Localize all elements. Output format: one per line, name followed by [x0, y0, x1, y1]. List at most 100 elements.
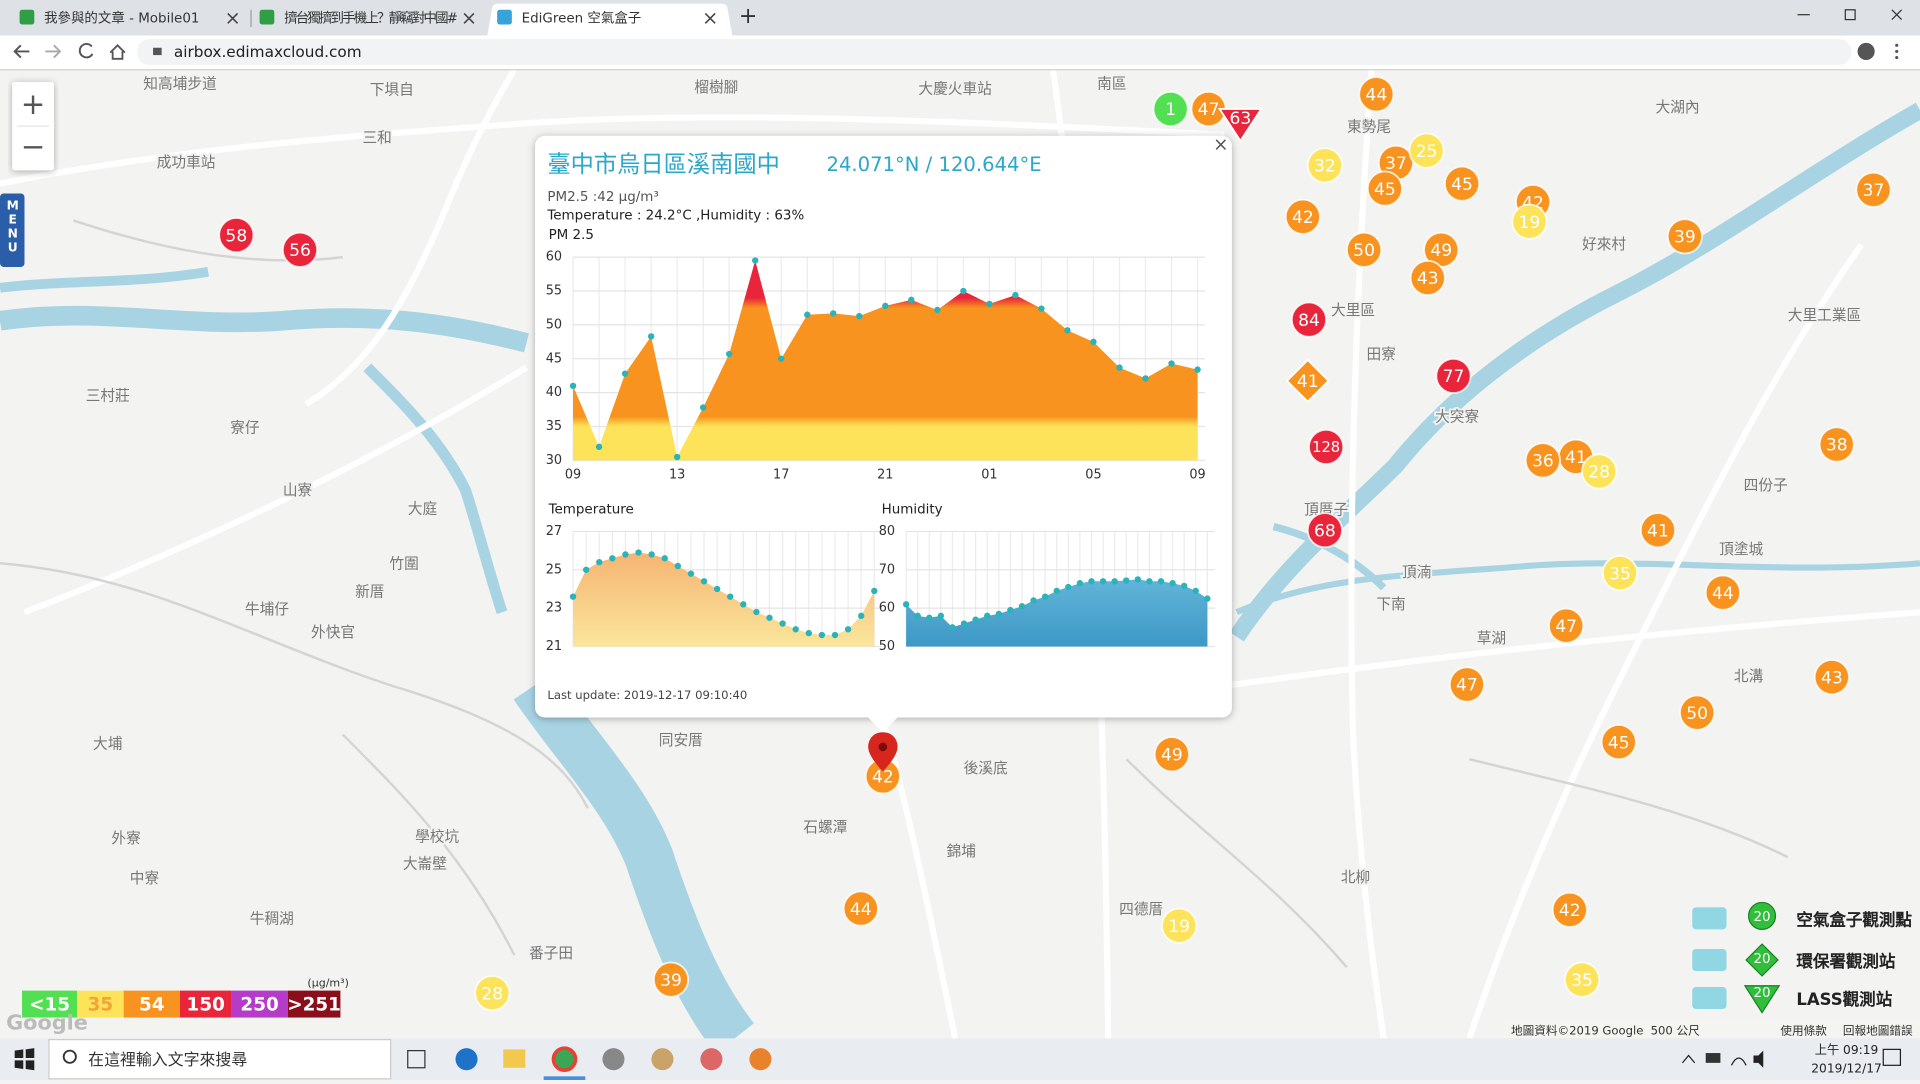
marker-value[interactable]: 42: [872, 768, 894, 788]
marker[interactable]: [1679, 694, 1716, 731]
menu-tab[interactable]: MENU: [0, 193, 25, 267]
marker-value[interactable]: 41: [1297, 372, 1319, 392]
reload[interactable]: [78, 42, 94, 59]
marker-value[interactable]: 19: [1168, 917, 1190, 937]
marker-value[interactable]: 43: [1417, 269, 1439, 289]
marker[interactable]: [474, 975, 511, 1012]
attribution-text[interactable]: 回報地圖錯誤: [1843, 1024, 1913, 1038]
marker[interactable]: [1161, 907, 1198, 944]
marker[interactable]: [1524, 442, 1561, 479]
marker-value[interactable]: 41: [1647, 521, 1669, 541]
marker[interactable]: [1581, 453, 1618, 490]
menu-dots[interactable]: [1895, 43, 1899, 47]
marker-value[interactable]: 36: [1532, 452, 1554, 472]
marker-value[interactable]: 28: [481, 984, 503, 1004]
marker[interactable]: [1813, 659, 1850, 696]
marker-value[interactable]: 45: [1608, 733, 1630, 753]
marker-value[interactable]: 50: [1353, 241, 1375, 261]
marker[interactable]: [842, 890, 879, 927]
tab-title[interactable]: 我參與的文章 - Mobile01: [44, 9, 199, 26]
marker-value[interactable]: 84: [1298, 311, 1320, 331]
marker-value[interactable]: 44: [1365, 86, 1387, 106]
marker[interactable]: [1601, 555, 1639, 592]
marker[interactable]: [1818, 426, 1855, 463]
app-chrome[interactable]: [551, 1046, 578, 1073]
marker-value[interactable]: 32: [1314, 157, 1336, 177]
marker[interactable]: [1408, 132, 1445, 169]
marker-value[interactable]: 49: [1430, 241, 1452, 261]
url[interactable]: airbox.edimaxcloud.com: [174, 43, 362, 61]
marker-value[interactable]: 37: [1385, 154, 1407, 174]
marker[interactable]: [1563, 961, 1601, 998]
zoom-out[interactable]: −: [21, 130, 46, 164]
marker-value[interactable]: 77: [1443, 367, 1465, 387]
app-explorer[interactable]: [503, 1049, 526, 1068]
marker[interactable]: [1290, 301, 1328, 338]
marker[interactable]: [1409, 259, 1446, 297]
marker-value[interactable]: 37: [1863, 181, 1885, 201]
marker-value[interactable]: 1: [1165, 100, 1176, 120]
marker-value[interactable]: 56: [289, 241, 311, 261]
menu-dots[interactable]: [1895, 55, 1899, 60]
app[interactable]: [749, 1048, 772, 1071]
tab-close[interactable]: [463, 12, 475, 24]
marker-value[interactable]: 38: [1826, 436, 1848, 456]
marker-value[interactable]: 35: [1609, 564, 1631, 584]
marker-value[interactable]: 43: [1821, 668, 1843, 688]
marker-value[interactable]: 45: [1451, 175, 1473, 195]
tab-close[interactable]: [227, 12, 239, 24]
tab-title[interactable]: 擠台獨擠到手機上？靜竊對中國#: [284, 10, 458, 26]
app[interactable]: [602, 1048, 625, 1071]
marker[interactable]: [1443, 165, 1481, 202]
marker-value[interactable]: 39: [660, 971, 682, 991]
omnibox[interactable]: [137, 39, 1852, 65]
attribution-text[interactable]: 使用條款: [1780, 1024, 1827, 1038]
marker[interactable]: [1153, 736, 1190, 773]
marker-value[interactable]: 47: [1456, 676, 1478, 696]
marker[interactable]: [1285, 358, 1330, 403]
marker-value[interactable]: 63: [1230, 109, 1252, 129]
marker[interactable]: [1855, 171, 1892, 208]
marker-value[interactable]: 128: [1312, 439, 1340, 456]
search-text[interactable]: 在這裡輸入文字來搜尋: [88, 1050, 247, 1069]
marker-value[interactable]: 45: [1374, 180, 1396, 200]
close-button[interactable]: ×: [1213, 135, 1228, 156]
menu-label[interactable]: MENU: [6, 198, 20, 254]
new-tab[interactable]: +: [739, 4, 757, 29]
marker[interactable]: [1152, 90, 1189, 128]
marker-value[interactable]: 44: [1712, 584, 1734, 604]
marker[interactable]: [1435, 357, 1472, 394]
marker-value[interactable]: 42: [1559, 901, 1581, 921]
marker-value[interactable]: 50: [1686, 704, 1708, 724]
forward[interactable]: [45, 44, 62, 59]
marker[interactable]: [1511, 203, 1548, 240]
marker[interactable]: [1600, 723, 1637, 761]
restore[interactable]: [1844, 9, 1856, 21]
marker-value[interactable]: 44: [850, 900, 872, 920]
marker-value[interactable]: 25: [1416, 142, 1438, 162]
app[interactable]: [700, 1048, 723, 1071]
marker-value[interactable]: 19: [1518, 213, 1540, 233]
back[interactable]: [13, 44, 30, 59]
marker[interactable]: [1306, 147, 1343, 184]
marker[interactable]: [218, 217, 255, 254]
marker[interactable]: [1366, 170, 1403, 207]
marker[interactable]: [1346, 231, 1383, 268]
marker-value[interactable]: 42: [1292, 208, 1314, 228]
marker-value[interactable]: 47: [1555, 617, 1577, 637]
marker-value[interactable]: 39: [1674, 228, 1696, 248]
marker[interactable]: [281, 231, 319, 268]
marker[interactable]: [1448, 666, 1485, 703]
tab-close[interactable]: [704, 12, 716, 24]
marker-value[interactable]: 41: [1565, 448, 1587, 468]
profile[interactable]: [1857, 42, 1875, 60]
tray-up[interactable]: [1681, 1054, 1696, 1064]
task-view[interactable]: [407, 1050, 426, 1069]
zoom-in[interactable]: +: [21, 87, 46, 121]
search-box[interactable]: [48, 1038, 392, 1080]
marker[interactable]: [1308, 428, 1345, 465]
start[interactable]: [14, 1048, 35, 1071]
marker[interactable]: [1551, 891, 1588, 928]
marker-value[interactable]: 58: [225, 226, 247, 246]
marker[interactable]: [1306, 512, 1343, 549]
